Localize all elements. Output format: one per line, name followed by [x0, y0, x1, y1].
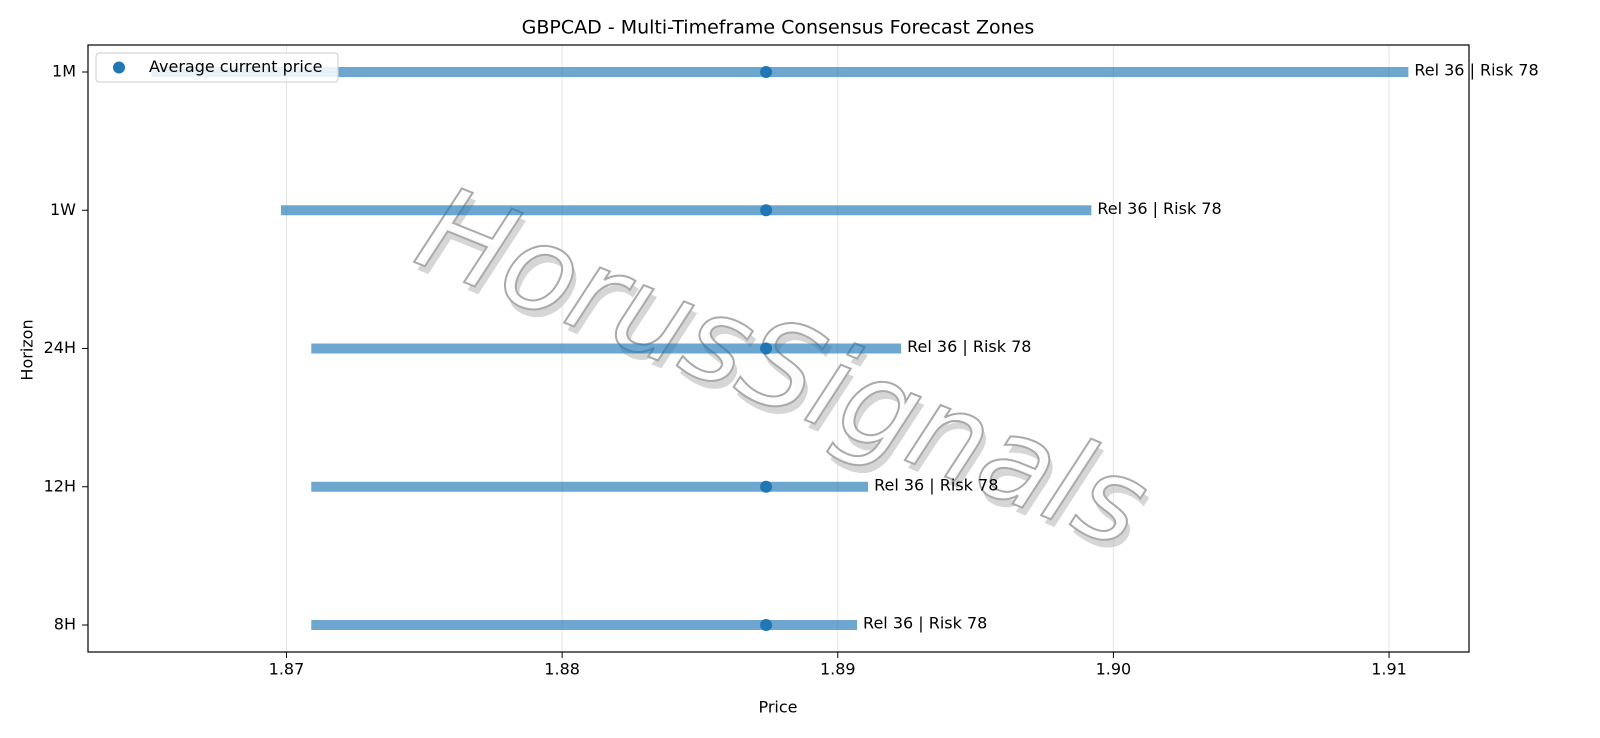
x-tick-label: 1.88 — [544, 660, 580, 679]
bar-annotation: Rel 36 | Risk 78 — [1097, 199, 1221, 218]
legend-box — [95, 52, 339, 83]
range-bar — [311, 343, 902, 354]
y-tick-label: 12H — [44, 476, 76, 495]
range-bar — [280, 205, 1092, 216]
y-tick-label: 24H — [44, 338, 76, 357]
y-axis-label: Horizon — [18, 319, 37, 380]
x-tick-label: 1.87 — [269, 660, 305, 679]
bar-annotation: Rel 36 | Risk 78 — [874, 475, 998, 494]
bar-annotation: Rel 36 | Risk 78 — [907, 337, 1031, 356]
legend-label: Average current price — [149, 57, 322, 76]
current-price-dot — [760, 619, 773, 631]
chart-title: GBPCAD - Multi-Timeframe Consensus Forec… — [522, 17, 1035, 39]
current-price-dot — [760, 342, 773, 355]
y-tick-label: 1M — [52, 62, 76, 81]
x-tick-label: 1.91 — [1371, 660, 1407, 679]
watermark-text: HorusSignals — [401, 159, 1166, 575]
range-bar — [151, 67, 1409, 77]
legend: Average current price — [95, 52, 339, 83]
plot-frame — [87, 44, 1470, 653]
x-axis-label: Price — [758, 698, 797, 717]
current-price-dot — [760, 480, 773, 493]
current-price-dot — [760, 204, 773, 217]
y-tick-label: 8H — [54, 615, 76, 634]
legend-marker — [113, 61, 125, 74]
x-tick-label: 1.89 — [820, 660, 856, 679]
current-price-dot — [760, 66, 773, 78]
x-tick-label: 1.90 — [1096, 660, 1132, 679]
range-bar — [311, 481, 869, 492]
bar-annotation: Rel 36 | Risk 78 — [1414, 61, 1538, 80]
bar-annotation: Rel 36 | Risk 78 — [863, 614, 987, 633]
range-bar — [311, 620, 858, 630]
y-tick-label: 1W — [50, 200, 76, 219]
